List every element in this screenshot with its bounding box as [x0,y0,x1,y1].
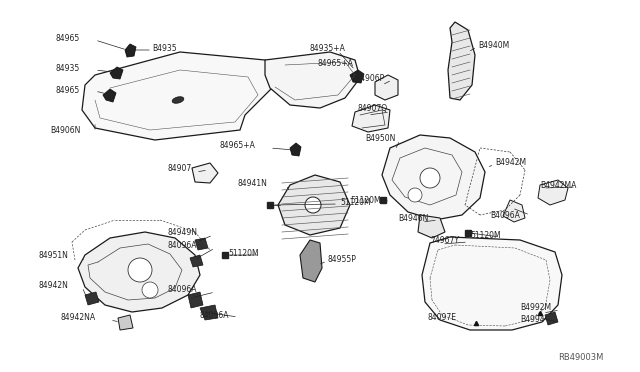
Text: 84907Q: 84907Q [358,103,388,112]
Polygon shape [190,255,203,267]
Polygon shape [352,105,390,132]
Circle shape [142,282,158,298]
Polygon shape [382,135,485,220]
Polygon shape [290,143,301,156]
Polygon shape [265,52,360,108]
Text: B4946N: B4946N [398,214,428,222]
Text: 84907: 84907 [168,164,192,173]
Polygon shape [278,175,350,235]
Text: 51120M: 51120M [470,231,500,240]
Polygon shape [350,70,364,83]
Text: 51120M: 51120M [340,198,371,206]
Circle shape [420,168,440,188]
Text: 84965: 84965 [55,86,79,94]
Text: 84965+A: 84965+A [220,141,256,150]
Polygon shape [192,163,218,183]
Polygon shape [418,215,445,238]
Text: 84097E: 84097E [428,314,457,323]
Polygon shape [538,180,568,205]
Text: 84096A: 84096A [168,285,198,295]
Polygon shape [188,292,203,308]
Polygon shape [545,312,558,325]
Polygon shape [300,240,322,282]
Text: 84942NA: 84942NA [60,314,95,323]
Text: B4935: B4935 [152,44,177,52]
Text: 84965+A: 84965+A [318,58,354,67]
Text: 84096A: 84096A [168,241,198,250]
Text: 84949N: 84949N [168,228,198,237]
Polygon shape [85,292,99,305]
Text: B4992M: B4992M [520,304,551,312]
Polygon shape [103,89,116,102]
Text: 84935: 84935 [55,64,79,73]
Text: 84951N: 84951N [38,250,68,260]
Polygon shape [125,44,136,57]
Text: B4940M: B4940M [478,41,509,49]
Text: B4906N: B4906N [50,125,81,135]
Text: 74967Y: 74967Y [430,235,459,244]
Polygon shape [110,67,123,79]
Text: 51120M: 51120M [350,196,381,205]
Ellipse shape [172,97,184,103]
Polygon shape [448,22,475,100]
Polygon shape [422,237,562,330]
Text: B4950N: B4950N [365,134,396,142]
Text: B4096A: B4096A [490,211,520,219]
Polygon shape [118,315,133,330]
Polygon shape [78,232,200,312]
Text: B4942MA: B4942MA [540,180,577,189]
Polygon shape [200,305,218,320]
Text: 84096A: 84096A [200,311,230,320]
Circle shape [128,258,152,282]
Circle shape [305,197,321,213]
Polygon shape [82,52,280,140]
Text: RB49003M: RB49003M [558,353,604,362]
Polygon shape [195,238,208,250]
Text: 84942N: 84942N [38,280,68,289]
Text: B4942M: B4942M [495,157,526,167]
Text: 51120M: 51120M [228,248,259,257]
Text: B4906P: B4906P [355,74,384,83]
Text: 84955P: 84955P [328,256,357,264]
Text: 84965: 84965 [55,33,79,42]
Polygon shape [503,200,525,222]
Text: B4994: B4994 [520,315,545,324]
Polygon shape [375,75,398,100]
Circle shape [408,188,422,202]
Text: 84941N: 84941N [237,179,267,187]
Text: 84935+A: 84935+A [310,44,346,52]
